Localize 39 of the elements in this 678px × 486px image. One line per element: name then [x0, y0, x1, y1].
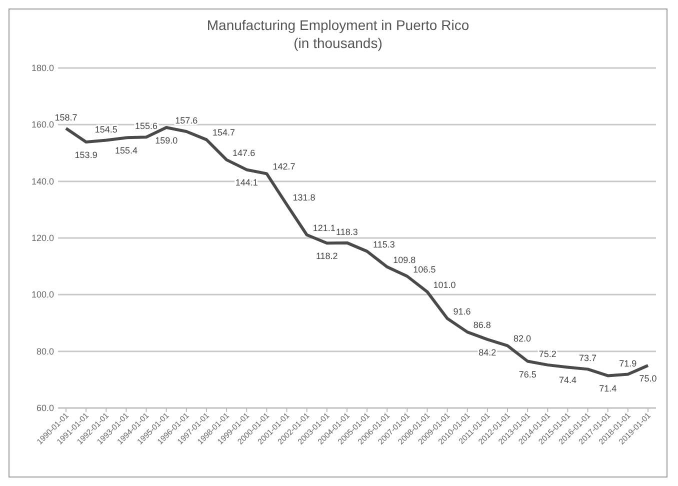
text: 142.7	[272, 162, 296, 172]
text: 144.1	[235, 178, 258, 188]
y-tick-label: 120.0	[31, 233, 54, 243]
text: 91.6	[453, 306, 471, 316]
text: 76.5	[518, 369, 536, 380]
text: 75.2	[538, 348, 556, 359]
text: 106.5	[413, 264, 436, 274]
text: 82.0	[514, 334, 532, 344]
text: 86.8	[473, 320, 491, 330]
y-tick-label: 180.0	[31, 63, 54, 73]
text: 115.3	[373, 239, 395, 250]
text: 158.7	[54, 112, 78, 122]
text: 118.3	[336, 226, 358, 237]
text: 101.0	[433, 280, 456, 290]
y-tick-label: 80.0	[36, 346, 54, 356]
text: 74.4	[558, 375, 576, 386]
text: 121.1	[312, 222, 336, 233]
text: 157.6	[175, 115, 198, 126]
y-tick-label: 140.0	[31, 176, 54, 186]
text: 154.7	[212, 128, 236, 138]
text: 71.9	[619, 358, 637, 368]
y-tick-label: 60.0	[36, 403, 54, 413]
text: 131.8	[292, 192, 316, 203]
y-tick-label: 100.0	[31, 290, 54, 300]
text: 118.2	[316, 251, 338, 262]
chart-subtitle: (in thousands)	[294, 35, 382, 51]
text: 154.5	[94, 124, 118, 134]
text: 84.2	[478, 347, 496, 358]
text: 73.7	[579, 353, 597, 364]
text: 155.6	[135, 121, 158, 132]
text: 153.9	[74, 150, 98, 160]
text: 147.6	[232, 148, 256, 158]
text: 75.0	[639, 374, 657, 384]
y-tick-label: 160.0	[31, 120, 54, 130]
text: 109.8	[393, 254, 416, 265]
text: 155.4	[114, 146, 138, 156]
text: 71.4	[599, 384, 617, 394]
text: 159.0	[155, 136, 178, 146]
chart-title: Manufacturing Employment in Puerto Rico	[206, 17, 470, 33]
